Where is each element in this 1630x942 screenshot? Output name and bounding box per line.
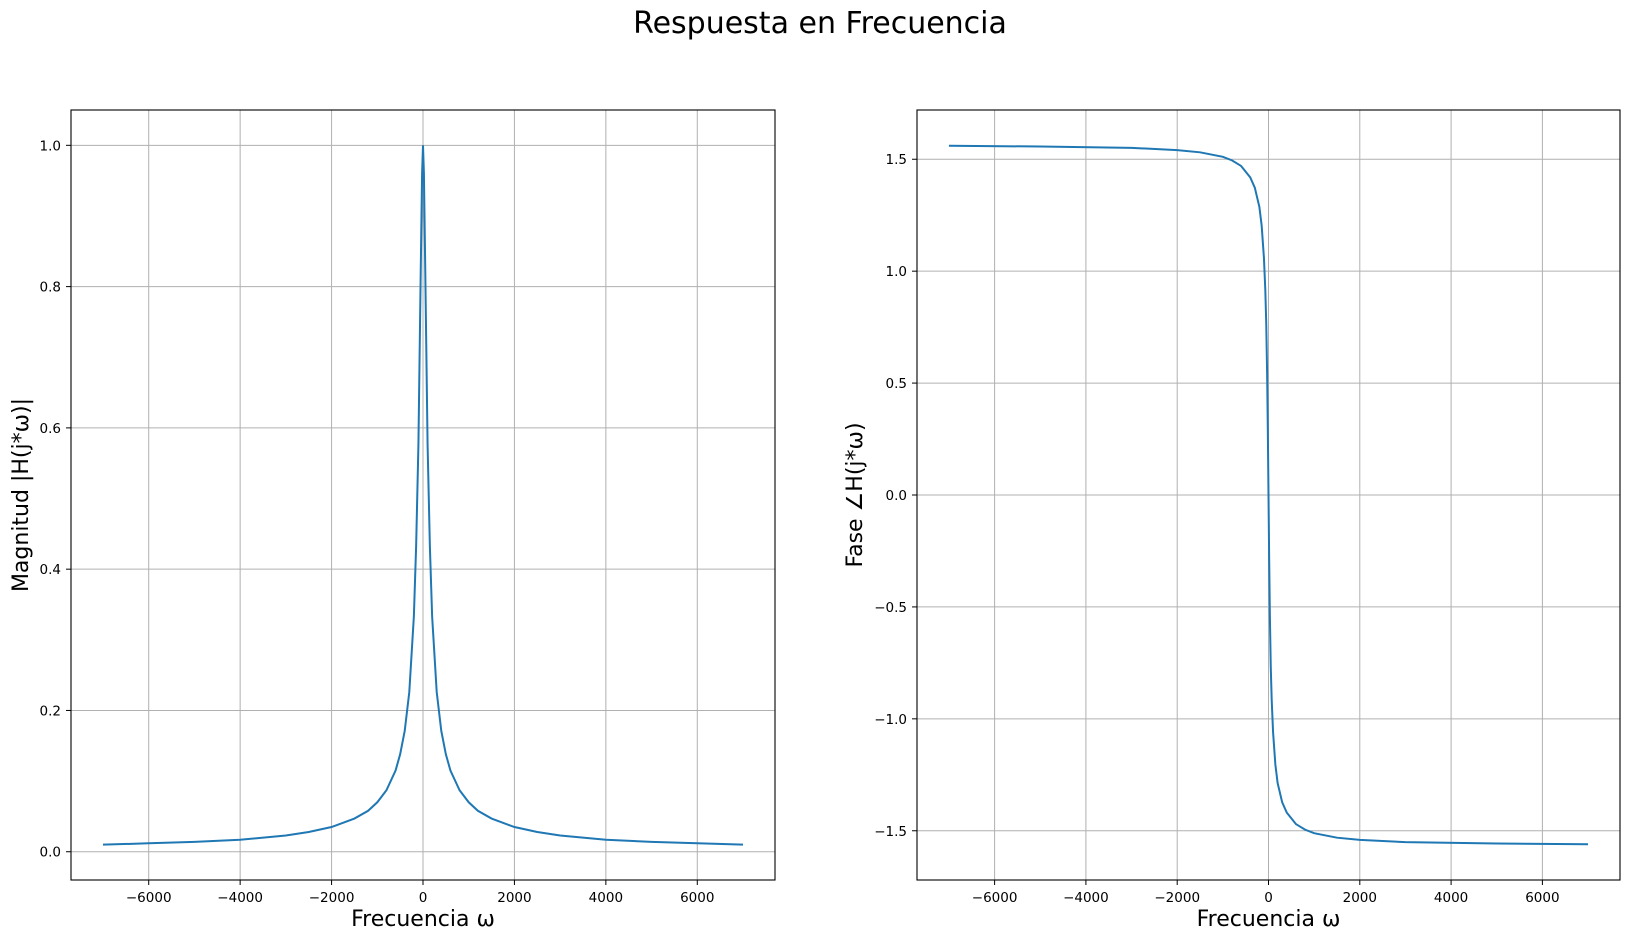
phase-series-line	[948, 144, 1589, 846]
mag-yaxis-label: Magnitud |H(j*ω)|	[9, 398, 34, 592]
phase-ytick-label: 1.5	[886, 152, 907, 168]
mag-xtick-label: 4000	[589, 890, 623, 906]
figure-title: Respuesta en Frecuencia	[633, 6, 1007, 41]
mag-series-line	[102, 145, 744, 846]
mag-xtick-label: −4000	[217, 890, 263, 906]
mag-ytick-label: 0.8	[40, 280, 61, 296]
mag-xtick-label: 6000	[680, 890, 714, 906]
phase-xaxis-label: Frecuencia ω	[1197, 907, 1341, 932]
phase-ytick-label: 1.0	[886, 264, 907, 280]
phase-plot: −6000 −4000 −2000 0 2000 4000 6000 −1.5 −1.0 −0.5…	[843, 109, 1621, 932]
phase-xtick-label: 0	[1264, 890, 1273, 906]
phase-xtick-label: −4000	[1063, 890, 1109, 906]
magnitude-plot: −6000 −4000 −2000 0 2000 4000 6000 0.0 0.2 0.4 0.6…	[9, 109, 776, 932]
phase-xtick-label: 2000	[1343, 890, 1377, 906]
phase-xtick-label: 4000	[1434, 890, 1468, 906]
mag-xtick-label: 0	[419, 890, 428, 906]
mag-xtick-label: −2000	[309, 890, 355, 906]
mag-xtick-label: −6000	[126, 890, 172, 906]
phase-ytick-label: −1.0	[874, 712, 907, 728]
mag-ytick-label: 0.0	[40, 845, 61, 861]
mag-ytick-label: 0.2	[40, 703, 61, 719]
phase-xtick-label: −6000	[972, 890, 1018, 906]
mag-xtick-label: 2000	[497, 890, 531, 906]
mag-xaxis-label: Frecuencia ω	[351, 907, 495, 932]
phase-ytick-label: −1.5	[874, 824, 907, 840]
phase-yaxis-label: Fase ∠H(j*ω)	[843, 422, 868, 567]
phase-xtick-label: −2000	[1154, 890, 1200, 906]
mag-ytick-label: 1.0	[40, 138, 61, 154]
phase-xtick-label: 6000	[1525, 890, 1559, 906]
phase-ytick-label: 0.0	[886, 488, 907, 504]
phase-ytick-label: 0.5	[886, 376, 907, 392]
mag-ytick-label: 0.6	[40, 421, 61, 437]
phase-ytick-label: −0.5	[874, 600, 907, 616]
mag-ytick-label: 0.4	[40, 562, 61, 578]
